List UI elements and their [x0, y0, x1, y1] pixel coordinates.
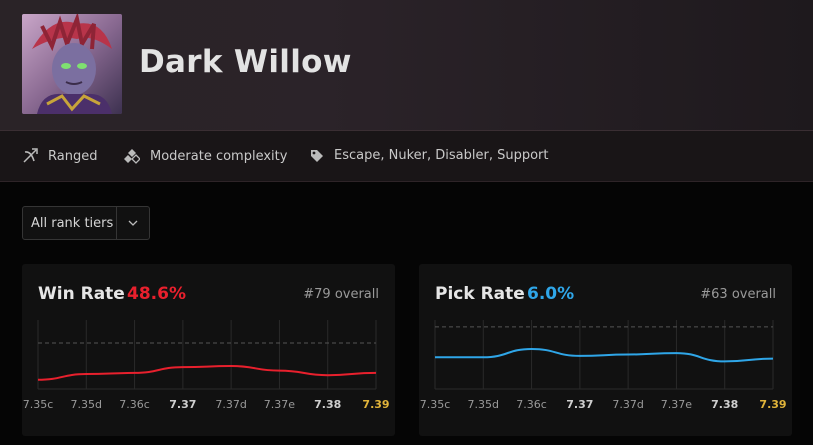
rank-tier-select[interactable]: All rank tiers	[22, 206, 150, 240]
bow-icon	[23, 148, 38, 163]
x-tick-label: 7.38	[314, 398, 341, 411]
series-line	[435, 347, 774, 363]
attribute-roles: Escape, Nuker, Disabler, Support	[310, 148, 548, 163]
card-title: Pick Rate	[435, 284, 525, 304]
hero-portrait	[22, 14, 122, 114]
hero-header: Dark Willow	[0, 0, 813, 131]
x-tick-label: 7.35d	[71, 398, 102, 411]
x-tick-label: 7.35d	[468, 398, 499, 411]
attribute-attack-type: Ranged	[22, 148, 97, 164]
win-rate-rank: #79 overall	[303, 287, 379, 302]
hero-name: Dark Willow	[139, 44, 352, 80]
x-tick-label: 7.37	[169, 398, 196, 411]
win-rate-value: 48.6%	[127, 284, 186, 304]
attribute-label: Escape, Nuker, Disabler, Support	[334, 148, 549, 163]
pick-rate-value: 6.0%	[527, 284, 575, 304]
pick-rate-chart: 7.35c 7.35d 7.36c 7.37 7.37d 7.37e 7.38 7.39	[420, 320, 787, 411]
x-tick-label: 7.36c	[119, 398, 150, 411]
attribute-label: Moderate complexity	[150, 148, 288, 164]
chevron-down-icon[interactable]	[117, 220, 149, 226]
x-tick-label: 7.35c	[23, 398, 54, 411]
complexity-icon	[124, 149, 140, 164]
x-tick-label: 7.37d	[215, 398, 246, 411]
attribute-complexity: Moderate complexity	[124, 148, 287, 164]
x-tick-label: 7.35c	[420, 398, 451, 411]
x-tick-label: 7.37	[566, 398, 593, 411]
win-rate-card: 7.35c 7.35d 7.36c 7.37 7.37d 7.37e 7.38 7.39 Wi…	[22, 264, 395, 436]
card-title: Win Rate	[38, 284, 125, 304]
x-tick-label: 7.36c	[516, 398, 547, 411]
x-tick-label: 7.39	[759, 398, 786, 411]
x-tick-label: 7.39	[362, 398, 389, 411]
x-tick-label: 7.37d	[612, 398, 643, 411]
pick-rate-card: 7.35c 7.35d 7.36c 7.37 7.37d 7.37e 7.38 7.39 Pi…	[419, 264, 792, 436]
hero-attributes-bar: Ranged Moderate complexity Escape, Nuker…	[0, 131, 813, 182]
x-tick-label: 7.38	[711, 398, 738, 411]
win-rate-chart: 7.35c 7.35d 7.36c 7.37 7.37d 7.37e 7.38 7.39	[23, 320, 390, 411]
x-tick-label: 7.37e	[264, 398, 295, 411]
select-divider	[116, 207, 117, 239]
x-tick-label: 7.37e	[661, 398, 692, 411]
hero-portrait-image	[22, 14, 122, 114]
series-line	[37, 364, 377, 381]
pick-rate-rank: #63 overall	[700, 287, 776, 302]
rank-tier-select-value: All rank tiers	[31, 215, 114, 231]
tag-icon	[311, 149, 323, 162]
attribute-label: Ranged	[48, 148, 98, 164]
